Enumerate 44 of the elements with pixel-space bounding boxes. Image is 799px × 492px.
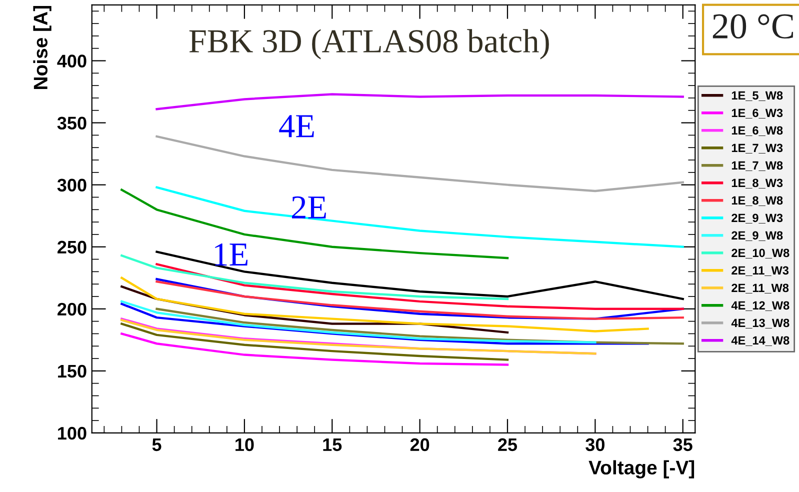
x-tick-label: 10 (236, 438, 254, 452)
x-tick-label: 20 (410, 438, 430, 452)
line-series (156, 93, 684, 110)
x-tick-label: 15 (323, 438, 342, 452)
line-series (156, 308, 684, 345)
line-series (120, 322, 509, 361)
x-tick-label: 5 (152, 438, 162, 452)
x-tick-label: 25 (498, 438, 518, 452)
legend-label: 4E_13_W8 (731, 318, 790, 328)
legend-label: 2E_9_W3 (732, 214, 783, 224)
legend-label: 2E_9_W8 (732, 231, 783, 241)
y-tick-label: 100 (58, 426, 86, 440)
legend-label: 1E_6_W8 (732, 126, 783, 136)
line-series (120, 285, 509, 334)
y-axis-title: Noise [A] (33, 6, 52, 89)
legend-label: 2E_11_W3 (732, 266, 789, 276)
legend-label: 1E_6_W3 (732, 108, 783, 118)
legend-label: 1E_8_W8 (732, 196, 783, 206)
annotation: 1E (215, 243, 248, 266)
text: 20 °C (712, 14, 794, 39)
line-series (120, 300, 596, 344)
text: FBK 3D (ATLAS08 batch) (189, 29, 549, 60)
line-series (120, 302, 649, 345)
y-tick-label: 150 (58, 364, 86, 378)
y-tick-label: 350 (57, 116, 86, 130)
y-tick-label: 400 (57, 54, 86, 68)
x-tick-label: 35 (673, 438, 692, 452)
x-tick-label: 30 (586, 438, 604, 452)
y-tick-label: 300 (57, 178, 86, 192)
legend-label: 4E_14_W8 (731, 336, 790, 346)
legend-label: 1E_8_W3 (732, 178, 783, 188)
line-series (120, 276, 649, 332)
x-axis-title: Voltage [-V] (588, 460, 694, 478)
annotation: 2E (292, 196, 326, 218)
y-tick-label: 250 (58, 240, 86, 254)
y-tick-label: 200 (58, 302, 86, 316)
line-series (120, 332, 509, 366)
legend-label: 1E_5_W8 (732, 91, 783, 101)
legend-label: 4E_12_W8 (731, 301, 790, 311)
annotation: 4E (279, 115, 314, 138)
legend-label: 2E_10_W8 (732, 248, 790, 258)
legend-label: 2E_11_W8 (732, 284, 789, 294)
legend-label: 1E_7_W8 (732, 161, 783, 171)
legend-label: 1E_7_W3 (732, 144, 783, 154)
